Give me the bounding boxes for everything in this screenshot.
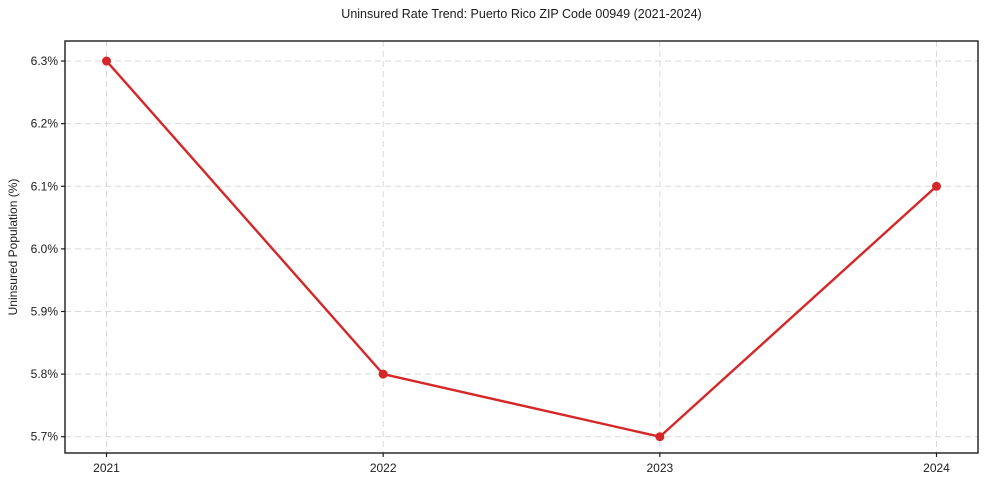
y-tick-label: 6.3% [31,54,59,68]
y-tick-label: 5.7% [31,430,59,444]
data-point-marker [655,432,665,442]
x-tick-label: 2021 [93,461,120,475]
trend-line [105,59,938,438]
y-tick-label: 6.2% [31,117,59,131]
x-tick-label: 2024 [923,461,950,475]
data-point-marker [102,56,111,66]
plot-border [64,40,979,454]
chart-title: Uninsured Rate Trend: Puerto Rico ZIP Co… [341,7,702,21]
y-tick-label: 6.0% [31,242,59,256]
y-tick-label: 5.8% [31,367,59,381]
y-tick-label: 5.9% [31,304,59,318]
x-tick-label: 2022 [370,461,397,475]
x-tick-label: 2023 [646,461,673,475]
data-point-marker [378,369,388,379]
y-tick-label: 6.1% [31,179,59,193]
data-point-marker [932,181,941,191]
